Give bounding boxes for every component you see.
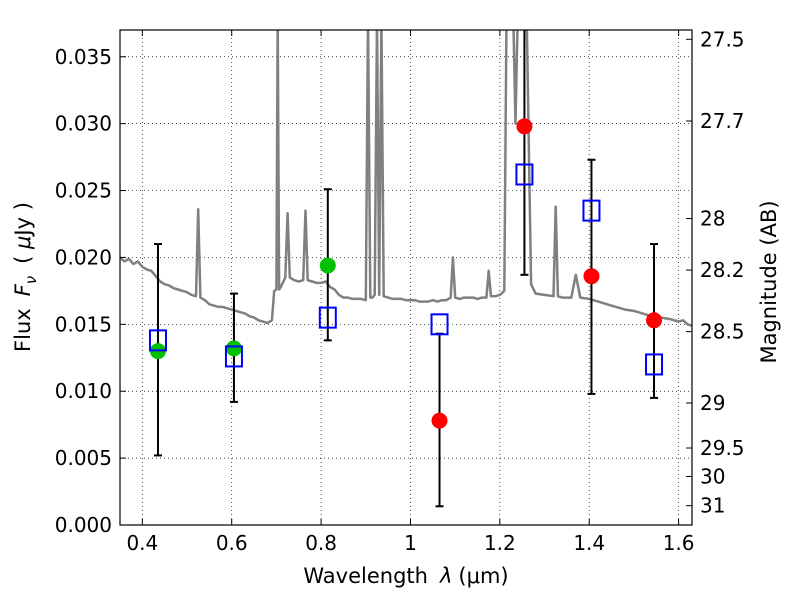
- y-axis-title: FluxFν( μJy ): [11, 202, 40, 352]
- y-tick-label: 0.030: [55, 112, 112, 136]
- photometry-point: [516, 118, 533, 135]
- y2-tick-label: 29.5: [700, 436, 745, 460]
- model-photometry-square: [224, 345, 243, 368]
- plot-background: [120, 30, 692, 525]
- y-axis: 0.000 0.005 0.010 0.015 0.020 0.025 0.030 0.035: [55, 45, 126, 537]
- model-photometry-square: [430, 313, 449, 336]
- y2-tick-label: 31: [700, 494, 725, 518]
- photometry-point: [646, 312, 663, 329]
- photometry-point: [225, 340, 242, 357]
- y2-tick-label: 27.7: [700, 109, 745, 133]
- y2-tick-label: 29: [700, 391, 725, 415]
- model-photometry-square: [318, 306, 337, 329]
- y-tick-label: 0.035: [55, 45, 112, 69]
- y2-tick-label: 27.5: [700, 27, 745, 51]
- secondary-y-axis: 27.5 27.7 28 28.2 28.5 29 29.5 30 31: [686, 27, 745, 518]
- y2-tick-label: 28.2: [700, 258, 745, 282]
- y-tick-label: 0.005: [55, 446, 112, 470]
- x-tick-label: 1: [404, 531, 417, 555]
- model-photometry-square: [515, 163, 534, 186]
- model-photometry-square: [582, 199, 601, 222]
- plot-frame: [119, 29, 693, 526]
- secondary-y-axis-title: Magnitude (AB): [757, 200, 781, 363]
- x-tick-label: 1.2: [484, 531, 516, 555]
- x-tick-label: 0.4: [126, 531, 158, 555]
- y-tick-label: 0.015: [55, 312, 112, 336]
- y-tick-label: 0.020: [55, 245, 112, 269]
- y2-tick-label: 28: [700, 207, 725, 231]
- photometry-point: [583, 268, 600, 285]
- y-tick-label: 0.010: [55, 379, 112, 403]
- x-tick-label: 1.4: [573, 531, 605, 555]
- photometry-point: [319, 257, 336, 274]
- x-axis: 0.4 0.6 0.8 1 1.2 1.4 1.6: [126, 30, 695, 555]
- model-photometry-square: [645, 353, 664, 376]
- model-spectrum-line: [120, 30, 692, 327]
- x-tick-label: 1.6: [663, 531, 695, 555]
- marker-layer: [148, 118, 664, 429]
- x-tick-label: 0.8: [305, 531, 337, 555]
- model-photometry-square: [148, 329, 167, 352]
- x-axis-title: Wavelength λ (μm): [303, 564, 508, 588]
- model-spectrum-layer: [120, 30, 692, 327]
- photometry-point: [431, 412, 448, 429]
- y-tick-label: 0.000: [55, 513, 112, 537]
- y2-tick-label: 28.5: [700, 320, 745, 344]
- y-tick-label: 0.025: [55, 179, 112, 203]
- y2-tick-label: 30: [700, 464, 725, 488]
- x-tick-label: 0.6: [216, 531, 248, 555]
